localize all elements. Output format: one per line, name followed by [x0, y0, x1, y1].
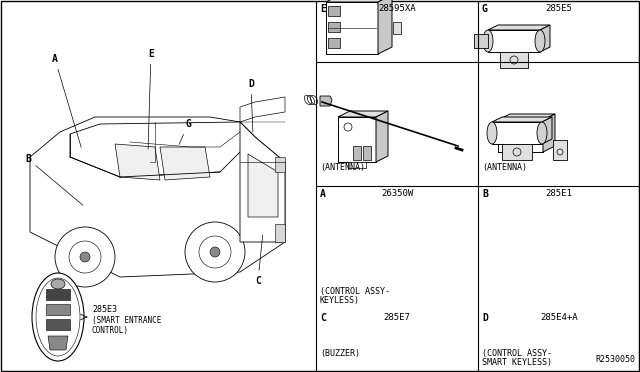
Polygon shape — [320, 96, 332, 106]
Bar — [328, 6, 340, 16]
Polygon shape — [543, 114, 555, 152]
Bar — [275, 157, 285, 172]
Text: (SMART ENTRANCE: (SMART ENTRANCE — [92, 315, 161, 324]
Circle shape — [210, 247, 220, 257]
Bar — [46, 289, 70, 300]
Bar — [393, 22, 401, 34]
Polygon shape — [492, 122, 542, 144]
Text: (ANTENNA): (ANTENNA) — [482, 163, 527, 172]
Bar — [275, 224, 285, 242]
Bar — [46, 304, 70, 315]
Text: SMART KEYLESS): SMART KEYLESS) — [482, 358, 552, 367]
Circle shape — [199, 236, 231, 268]
Circle shape — [185, 222, 245, 282]
Bar — [353, 146, 361, 160]
Polygon shape — [326, 2, 378, 54]
Text: D: D — [248, 79, 254, 132]
Polygon shape — [498, 120, 543, 152]
Text: G: G — [482, 4, 488, 14]
Polygon shape — [378, 0, 392, 54]
Text: 26350W: 26350W — [381, 189, 413, 198]
Ellipse shape — [535, 30, 545, 52]
Polygon shape — [115, 144, 160, 180]
Polygon shape — [542, 117, 552, 144]
Polygon shape — [240, 97, 285, 122]
Text: A: A — [52, 54, 81, 147]
Text: C: C — [255, 235, 262, 286]
Ellipse shape — [483, 30, 493, 52]
Text: CONTROL): CONTROL) — [92, 326, 129, 334]
Circle shape — [55, 227, 115, 287]
Text: B: B — [482, 189, 488, 199]
Ellipse shape — [537, 122, 547, 144]
Text: (BUZZER): (BUZZER) — [320, 349, 360, 358]
Polygon shape — [338, 111, 388, 117]
Circle shape — [80, 252, 90, 262]
Bar — [46, 319, 70, 330]
Ellipse shape — [32, 273, 84, 361]
Polygon shape — [160, 147, 210, 180]
Text: (CONTROL ASSY-: (CONTROL ASSY- — [482, 349, 552, 358]
Polygon shape — [240, 122, 285, 242]
Text: C: C — [320, 313, 326, 323]
Polygon shape — [492, 117, 552, 122]
Text: 285E7: 285E7 — [383, 313, 410, 322]
Polygon shape — [30, 117, 285, 277]
Text: B: B — [25, 154, 83, 205]
Bar — [553, 140, 567, 160]
Polygon shape — [70, 122, 255, 177]
Polygon shape — [338, 117, 376, 162]
Polygon shape — [498, 114, 555, 120]
Bar — [474, 34, 488, 48]
Text: 285E5: 285E5 — [545, 4, 572, 13]
Text: E: E — [320, 4, 326, 14]
Bar — [500, 52, 528, 68]
Text: A: A — [320, 189, 326, 199]
Ellipse shape — [487, 122, 497, 144]
Polygon shape — [540, 25, 550, 52]
Circle shape — [69, 241, 101, 273]
Text: 28595XA: 28595XA — [378, 4, 416, 13]
Text: (CONTROL ASSY-: (CONTROL ASSY- — [320, 287, 390, 296]
Text: D: D — [482, 313, 488, 323]
Polygon shape — [376, 111, 388, 162]
Bar — [328, 22, 340, 32]
Polygon shape — [326, 0, 392, 2]
Text: KEYLESS): KEYLESS) — [320, 296, 360, 305]
Text: R2530050: R2530050 — [595, 355, 635, 364]
Text: 285E1: 285E1 — [545, 189, 572, 198]
Polygon shape — [488, 25, 550, 30]
Polygon shape — [248, 154, 278, 217]
Text: (ANTENNA): (ANTENNA) — [320, 163, 365, 172]
Bar — [348, 162, 366, 168]
Text: G: G — [179, 119, 191, 144]
Polygon shape — [48, 336, 68, 350]
Text: E: E — [148, 49, 154, 149]
Text: 285E3: 285E3 — [92, 305, 117, 314]
Ellipse shape — [51, 279, 65, 289]
Bar — [363, 146, 371, 160]
Bar — [502, 144, 532, 160]
Text: 285E4+A: 285E4+A — [540, 313, 578, 322]
Polygon shape — [488, 30, 540, 52]
Bar — [328, 38, 340, 48]
